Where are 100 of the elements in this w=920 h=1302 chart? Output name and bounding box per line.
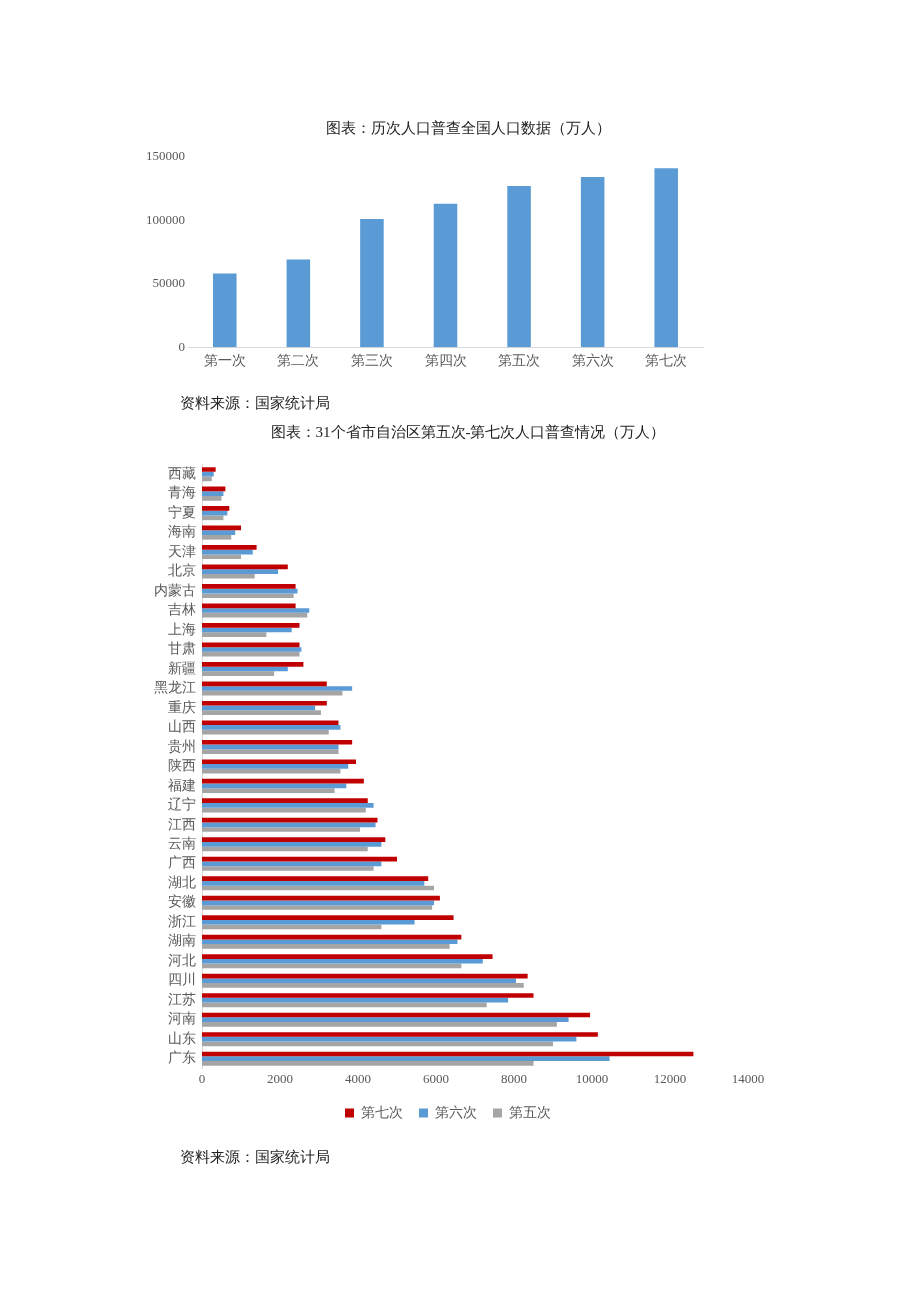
y-tick-label: 辽宁 [168,797,196,813]
bar [202,467,216,472]
bar [202,1036,577,1042]
y-tick-label: 青海 [168,485,196,501]
bar [202,1032,598,1037]
bar [202,1061,534,1066]
y-tick-label: 江西 [168,816,196,832]
bar [202,837,386,842]
bar [202,647,302,652]
y-tick-label: 湖北 [168,874,196,890]
y-tick-label: 广西 [168,855,196,871]
y-tick-label: 宁夏 [168,504,196,520]
bar [433,203,458,348]
x-tick-label: 第四次 [424,353,467,369]
y-tick-label: 甘肃 [168,641,196,657]
x-tick-label: 第五次 [498,353,541,369]
bar [202,661,304,667]
legend-label: 第六次 [435,1104,477,1120]
bar [202,919,415,925]
y-tick-label: 100000 [146,211,185,227]
x-tick-label: 6000 [423,1070,449,1086]
y-tick-label: 江苏 [168,991,196,1007]
bar [202,842,382,847]
bar [202,983,524,988]
bar [202,778,364,784]
bar [202,642,300,648]
y-tick-label: 河北 [168,952,196,968]
x-tick-label: 8000 [501,1070,527,1086]
y-tick-label: 黑龙江 [154,680,196,696]
bar [202,915,454,920]
bar [202,671,275,676]
bar [202,632,267,638]
text: 资料来源：国家统计局 [180,394,331,413]
chart-title: 图表：31个省市自治区第五次-第七次人口普查情况（万人） [269,423,667,442]
legend-label: 第七次 [361,1104,403,1120]
bar [202,900,435,906]
y-tick-label: 湖南 [168,933,196,949]
bar [202,978,516,984]
bar [202,944,450,949]
y-tick-label: 贵州 [168,738,196,754]
bar [202,725,341,730]
y-tick-label: 50000 [152,275,185,291]
bar [202,700,327,706]
bar [202,880,425,886]
bar [202,686,353,691]
bar [202,476,212,482]
bar [202,593,294,599]
y-tick-label: 重庆 [168,699,196,715]
y-tick-label: 新疆 [168,660,196,676]
bar [202,534,232,540]
y-tick-label: 西藏 [168,465,196,481]
bar [202,612,308,618]
bar [202,739,353,745]
bar [202,1056,610,1061]
y-tick-label: 云南 [168,836,196,852]
bar [202,651,300,657]
y-tick-label: 山东 [168,1030,196,1046]
bar [202,861,382,867]
bar [580,177,605,348]
legend-label: 第五次 [509,1104,551,1120]
x-tick-label: 第二次 [277,353,320,369]
bar [202,545,257,550]
bar [202,515,224,521]
bar [202,764,349,769]
bar [202,958,483,964]
y-tick-label: 福建 [168,777,196,793]
chart-title: 图表：历次人口普查全国人口数据（万人） [324,119,612,138]
x-tick-label: 第三次 [350,353,393,369]
y-tick-label: 内蒙古 [154,582,196,598]
y-tick-label: 四川 [168,972,196,988]
bar [202,798,368,804]
x-tick-label: 第六次 [571,353,614,369]
bar [202,530,236,535]
bar [360,219,384,348]
x-tick-label: 12000 [653,1070,687,1086]
bar [202,997,509,1003]
bar [202,1022,557,1027]
bar [202,573,255,579]
bar [202,623,300,628]
bar [202,954,493,959]
x-tick-label: 10000 [575,1070,609,1086]
bar [507,186,531,348]
y-tick-label: 广东 [168,1050,196,1066]
x-tick-label: 第一次 [203,353,246,369]
bar [202,993,534,998]
y-tick-label: 0 [178,338,185,354]
x-tick-label: 第七次 [645,353,688,369]
y-tick-label: 150000 [146,148,185,164]
bar [202,876,429,881]
y-tick-label: 陕西 [168,758,196,774]
y-tick-label: 吉林 [168,602,196,618]
bar [202,584,296,589]
y-tick-label: 浙江 [168,913,196,929]
bar [202,817,378,823]
text: 资料来源：国家统计局 [180,1148,331,1167]
bar [202,866,374,871]
y-tick-label: 山西 [168,719,196,735]
bar [202,710,321,715]
bar [202,1017,569,1023]
y-tick-label: 河南 [168,1011,196,1027]
